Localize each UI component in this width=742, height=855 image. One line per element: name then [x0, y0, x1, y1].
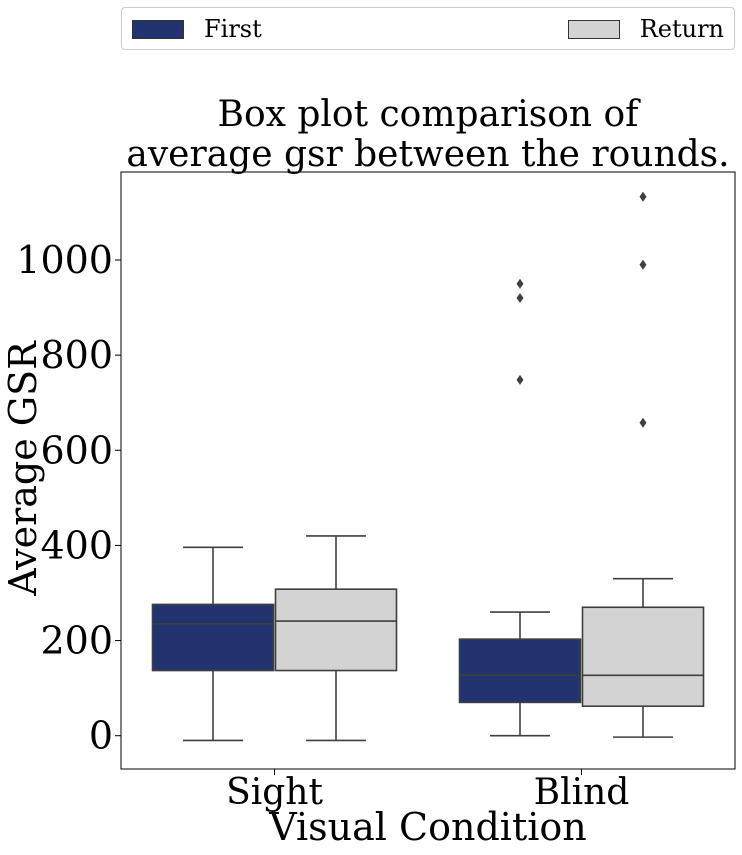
- chart-title-line-2: average gsr between the rounds.: [126, 134, 730, 175]
- legend: First Return: [121, 7, 735, 50]
- y-tick-label: 200: [40, 619, 113, 663]
- y-tick-label: 400: [40, 523, 113, 567]
- legend-swatch-return: [567, 19, 620, 39]
- x-tick-label: Blind: [534, 772, 630, 813]
- legend-swatch-first: [132, 19, 184, 39]
- outlier-point: [516, 374, 524, 385]
- box-return-sight: [274, 588, 398, 672]
- box-first-sight: [151, 603, 275, 672]
- y-tick-label: 0: [89, 714, 113, 758]
- y-tick-label: 800: [40, 333, 113, 377]
- outlier-point: [516, 278, 524, 289]
- chart-title-line-1: Box plot comparison of: [217, 94, 639, 135]
- plot-frame: [120, 171, 736, 770]
- legend-item-first: First: [132, 17, 262, 41]
- legend-label-return: Return: [639, 15, 724, 43]
- y-axis-label: Average GSR: [1, 340, 45, 597]
- outlier-point: [639, 417, 647, 428]
- outlier-point: [639, 259, 647, 270]
- outlier-point: [639, 191, 647, 202]
- y-tick-label: 600: [40, 428, 113, 472]
- y-tick-label: 1000: [16, 238, 113, 282]
- outlier-point: [516, 293, 524, 304]
- x-axis-label: Visual Condition: [268, 805, 586, 849]
- legend-item-return: Return: [567, 15, 724, 43]
- box-first-blind: [458, 638, 582, 704]
- legend-label-first: First: [204, 15, 262, 43]
- box-return-blind: [581, 606, 705, 708]
- x-tick-label: Sight: [226, 772, 323, 813]
